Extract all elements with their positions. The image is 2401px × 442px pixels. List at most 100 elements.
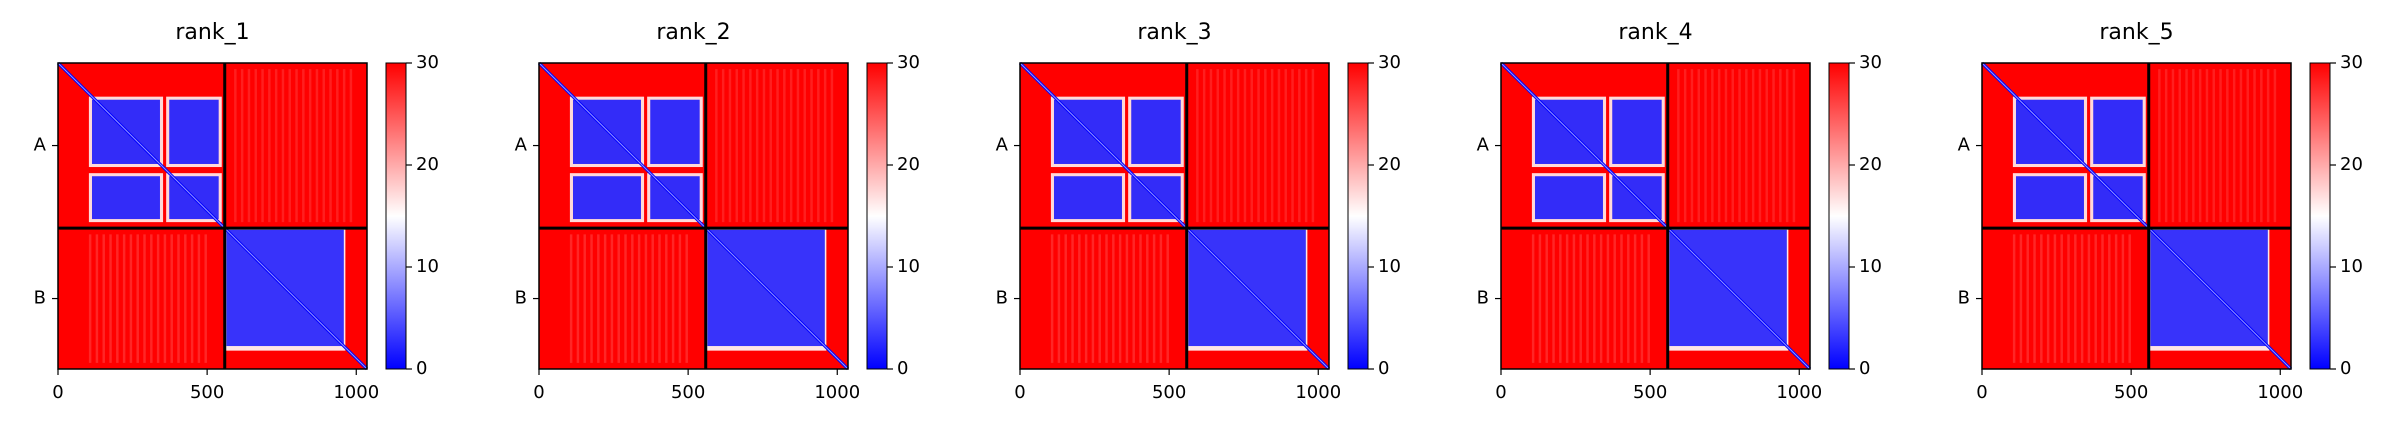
heatmap-region [1053,176,1122,220]
heatmap-region [2246,69,2249,223]
heatmap-region [1559,234,1562,363]
heatmap-region [308,69,312,223]
heatmap-region [2026,234,2029,363]
heatmap-region [617,234,620,363]
heatmap-region [1690,69,1694,223]
x-tick-label: 1000 [1295,382,1341,403]
heatmap-region [322,69,325,223]
heatmap-region [1647,234,1650,363]
heatmap-region [1717,69,1721,223]
heatmap-region [342,69,346,223]
heatmap-region [2253,69,2256,223]
heatmap-region [603,234,607,363]
heatmap-region [2232,69,2236,223]
colorbar-tick-label: 0 [2340,358,2351,379]
heatmap-region [2093,99,2143,164]
y-tick-label: B [34,288,46,309]
heatmap-region [1683,69,1687,223]
heatmap-region [261,69,264,223]
colorbar-tick-label: 10 [1859,256,1882,277]
heatmap-region [2087,234,2091,363]
heatmap-region [1084,234,1088,363]
heatmap-region [776,69,779,223]
heatmap-region [1078,234,1081,363]
x-tick-label: 0 [1495,382,1506,403]
heatmap-region [129,234,133,363]
heatmap [1980,61,2293,371]
heatmap-region [637,234,641,363]
heatmap-region [1277,69,1281,223]
heatmap-region [2239,69,2243,223]
heatmap-region [302,69,305,223]
y-tick-label: B [1958,288,1970,309]
heatmap-region [1159,234,1163,363]
heatmap-region [2080,234,2084,363]
axes-frame [538,62,849,370]
colorbar-tick-label: 30 [897,52,920,73]
heatmap-region [796,69,800,223]
heatmap-region [2212,69,2215,223]
heatmap-region [2040,234,2043,363]
heatmap-region [583,234,586,363]
heatmap-region [1697,69,1700,223]
heatmap-region [1298,69,1301,223]
heatmap-region [1612,99,1662,164]
heatmap-region [240,69,244,223]
heatmap-region [1593,234,1596,363]
heatmap-region [204,234,207,363]
heatmap-region [1091,234,1095,363]
heatmap-diagonal [1500,62,1811,370]
heatmap-diagonal [1981,62,2292,370]
heatmap-region [1270,69,1274,223]
heatmap-region [1677,69,1680,223]
heatmap-region [658,234,661,363]
heatmap-region [1599,234,1603,363]
heatmap-region [650,99,700,164]
y-tick-label: A [996,135,1009,156]
heatmap-region [735,69,738,223]
heatmap-region [762,69,766,223]
colorbar-tick-label: 10 [1378,256,1401,277]
heatmap-region [2012,234,2016,363]
heatmap-region [651,234,654,363]
heatmap-region [234,69,237,223]
heatmap-region [1745,69,1748,223]
colorbar-tick-label: 10 [2340,256,2363,277]
heatmap-region [295,69,298,223]
heatmap-region [1765,69,1768,223]
heatmap-region [2226,69,2229,223]
heatmap-region [1633,234,1637,363]
x-tick-label: 500 [671,382,705,403]
heatmap-region [803,69,806,223]
y-tick-label: A [34,135,47,156]
x-tick-label: 500 [1152,382,1186,403]
heatmap-region [665,234,668,363]
heatmap-region [2164,69,2168,223]
heatmap-region [1640,234,1644,363]
heatmap-region [1166,234,1169,363]
heatmap-region [1243,69,1247,223]
heatmap-region [1304,69,1308,223]
heatmap-region [1250,69,1253,223]
chart-title: rank_1 [175,20,249,45]
heatmap-region [109,234,112,363]
heatmap-region [569,234,573,363]
chart-title: rank_2 [656,20,730,45]
heatmap-region [1792,69,1796,223]
heatmap-region [254,69,257,223]
colorbar-tick-label: 0 [897,358,908,379]
y-tick-label: B [996,288,1008,309]
heatmap-region [644,234,648,363]
heatmap-region [1565,234,1569,363]
heatmap-region [163,234,167,363]
heatmap-region [1531,234,1535,363]
heatmap-region [1586,234,1589,363]
heatmap-region [190,234,194,363]
heatmap-region [2033,234,2036,363]
x-tick-label: 1000 [2257,382,2303,403]
heatmap-region [823,69,827,223]
heatmap-region [1209,69,1213,223]
colorbar-tick-label: 30 [416,52,439,73]
y-tick-label: B [515,288,527,309]
heatmap-region [2074,234,2077,363]
